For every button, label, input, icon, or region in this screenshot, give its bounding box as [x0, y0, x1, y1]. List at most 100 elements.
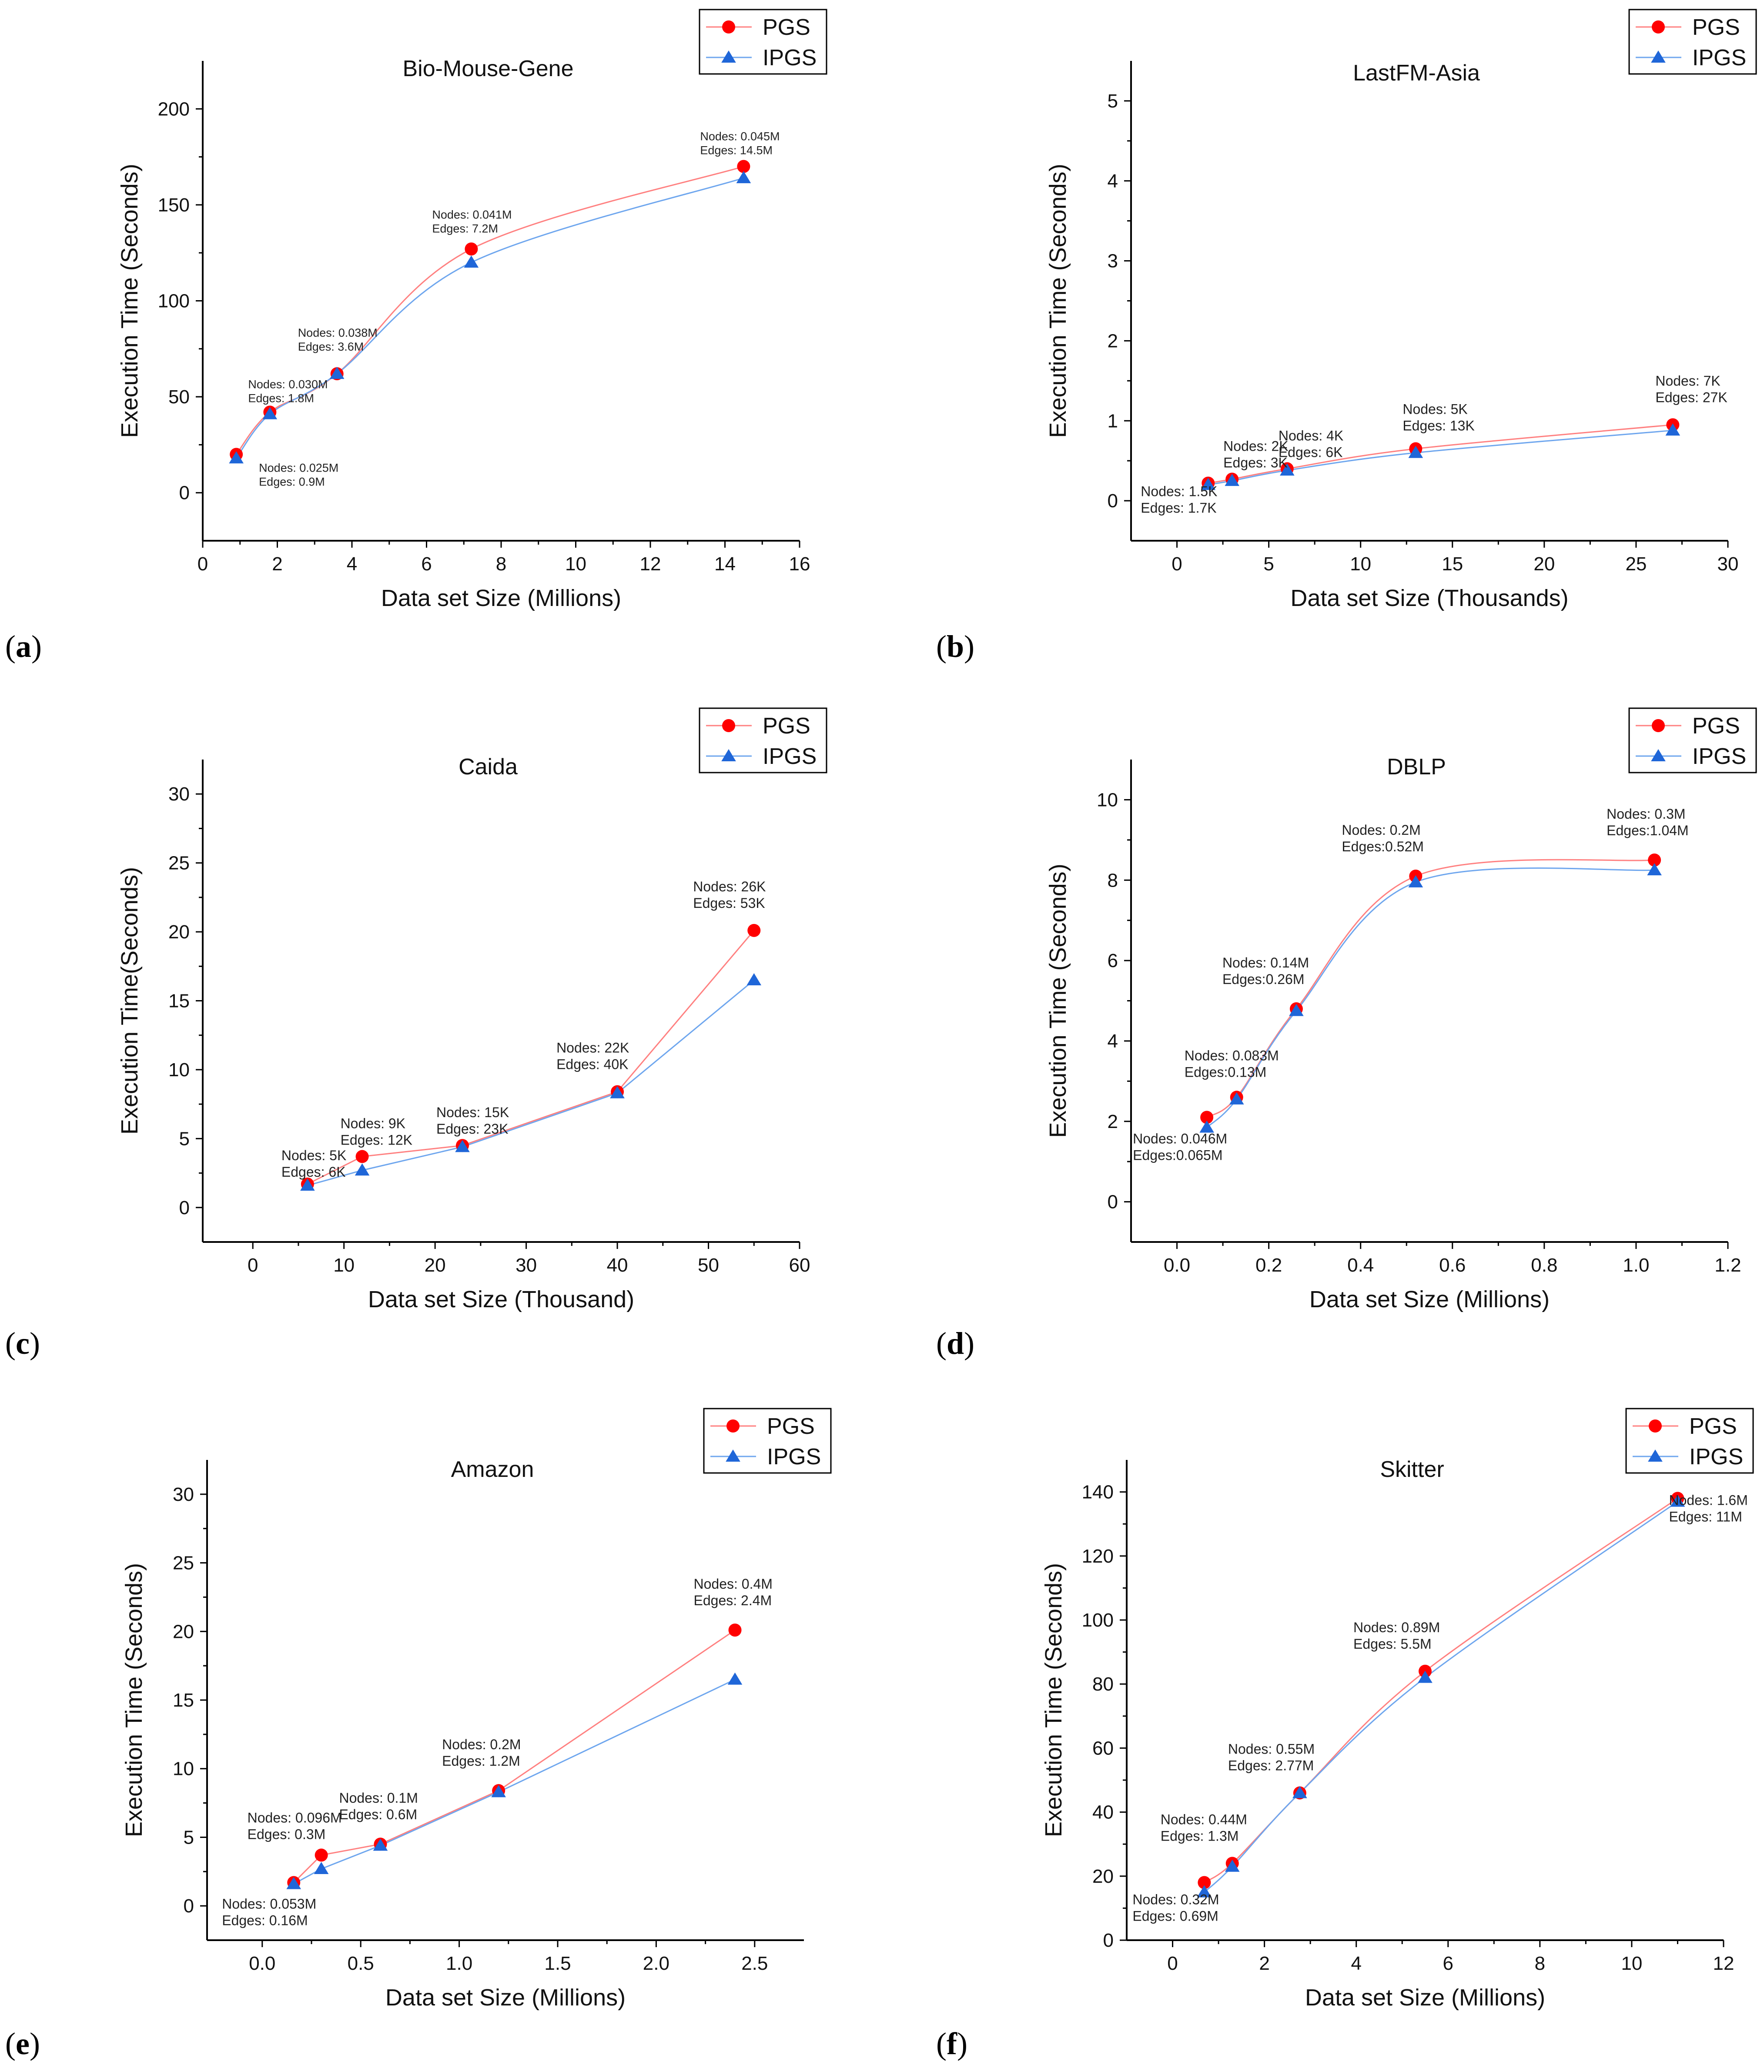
annotation-nodes: Nodes: 1.5K — [1141, 484, 1217, 499]
y-tick-label: 0 — [1108, 490, 1118, 512]
annotation-nodes: Nodes: 0.44M — [1161, 1811, 1247, 1827]
y-tick-label: 20 — [173, 1621, 194, 1642]
legend-pgs-marker — [722, 719, 735, 732]
annotation-edges: Edges: 3K — [1223, 455, 1288, 470]
chart-panel-b: 0 5 10 15 20 25 30 0 1 2 3 4 5 LastFM-Asia Data set Si… — [936, 9, 1757, 664]
annotation-nodes: Nodes: 0.2M — [1342, 822, 1420, 838]
annotation-nodes: Nodes: 1.6M — [1669, 1492, 1747, 1508]
legend-label: IPGS — [1689, 1444, 1743, 1469]
annotation-nodes: Nodes: 0.041M — [432, 208, 512, 221]
y-tick-label: 120 — [1082, 1546, 1114, 1567]
annotation-edges: Edges: 1.3M — [1161, 1828, 1239, 1844]
annotation-nodes: Nodes: 9K — [341, 1116, 405, 1131]
x-tick-label: 10 — [1621, 1953, 1642, 1974]
annotation-edges: Edges: 1.7K — [1141, 500, 1216, 516]
legend: PGS IPGS — [1625, 1408, 1754, 1474]
chart-title: Bio-Mouse-Gene — [402, 56, 573, 81]
y-tick-label: 4 — [1108, 171, 1118, 192]
legend-label: IPGS — [763, 45, 817, 70]
pgs-point — [465, 242, 478, 256]
legend-ipgs-marker — [726, 1449, 740, 1462]
annotation-edges: Edges:0.26M — [1222, 971, 1305, 987]
annotation-edges: Edges: 0.3M — [248, 1826, 326, 1842]
annotation-edges: Edges: 23K — [436, 1121, 508, 1137]
x-tick-label: 2 — [272, 553, 282, 575]
pgs-point — [1648, 854, 1661, 867]
ipgs-point — [373, 1838, 388, 1851]
x-axis-label: Data set Size (Thousands) — [1290, 585, 1568, 611]
legend-box — [699, 707, 827, 773]
y-axis-label: Execution Time (Seconds) — [117, 164, 143, 438]
annotation-edges: Edges: 5.5M — [1353, 1636, 1432, 1652]
annotation-nodes: Nodes: 22K — [556, 1040, 629, 1056]
x-tick-label: 0 — [1172, 553, 1182, 575]
y-axis-label: Execution Time (Seconds) — [1041, 1563, 1067, 1837]
legend-box — [1625, 1408, 1754, 1474]
legend: PGS IPGS — [1628, 707, 1757, 773]
y-tick-label: 140 — [1082, 1482, 1114, 1503]
legend-ipgs-marker — [721, 50, 736, 63]
legend-pgs-marker — [722, 20, 735, 33]
y-axis-label: Execution Time (Seconds) — [1045, 164, 1071, 438]
x-axis-label: Data set Size (Thousand) — [368, 1286, 634, 1312]
x-tick-label: 6 — [421, 553, 432, 575]
annotation-edges: Edges: 53K — [693, 895, 765, 911]
ipgs-point — [464, 255, 479, 268]
x-tick-label: 0.0 — [1164, 1255, 1190, 1276]
y-tick-label: 4 — [1108, 1031, 1118, 1052]
x-tick-label: 0.5 — [348, 1953, 374, 1974]
y-axis-label: Execution Time (Seconds) — [1045, 864, 1071, 1138]
annotation-edges: Edges:0.52M — [1342, 839, 1424, 854]
y-tick-label: 25 — [173, 1553, 194, 1574]
y-tick-label: 20 — [1092, 1866, 1114, 1887]
y-tick-label: 10 — [1097, 789, 1118, 810]
ipgs-point — [1197, 1885, 1212, 1898]
y-tick-label: 0 — [179, 482, 190, 504]
annotation-edges: Edges: 0.9M — [259, 475, 325, 488]
legend: PGS IPGS — [699, 707, 827, 773]
legend-label: PGS — [763, 713, 810, 739]
legend-label: PGS — [1692, 713, 1740, 739]
pgs-point — [728, 1623, 742, 1637]
chart-panel-a: 0 2 4 6 8 10 12 14 16 0 50 100 150 200 Bio-Mouse-Gene D… — [5, 9, 827, 664]
x-tick-label: 0.0 — [249, 1953, 275, 1974]
x-tick-label: 0.4 — [1347, 1255, 1374, 1276]
ipgs-point — [314, 1861, 329, 1874]
annotation-nodes: Nodes: 0.038M — [298, 326, 378, 339]
x-tick-label: 20 — [1533, 553, 1555, 575]
ipgs-point — [1418, 1670, 1433, 1683]
y-tick-label: 15 — [173, 1690, 194, 1711]
panel-letter: (b) — [936, 629, 974, 664]
annotation-edges: Edges: 27K — [1655, 389, 1727, 405]
ipgs-point — [300, 1178, 315, 1191]
annotation-edges: Edges: 40K — [556, 1057, 628, 1072]
x-tick-label: 40 — [607, 1255, 628, 1276]
y-tick-label: 10 — [168, 1059, 190, 1081]
pgs-point — [315, 1848, 328, 1862]
x-tick-label: 0 — [248, 1255, 258, 1276]
pgs-point — [737, 160, 750, 173]
x-axis-label: Data set Size (Millions) — [385, 1985, 626, 2011]
legend-pgs-marker — [1649, 1419, 1662, 1433]
y-tick-label: 5 — [1108, 90, 1118, 112]
x-tick-label: 30 — [1717, 553, 1739, 575]
ipgs-point — [1408, 445, 1423, 458]
annotation-edges: Edges: 1.2M — [442, 1753, 520, 1769]
x-tick-label: 4 — [1351, 1953, 1361, 1974]
x-tick-label: 12 — [1713, 1953, 1734, 1974]
x-tick-label: 1.0 — [1623, 1255, 1649, 1276]
y-tick-label: 5 — [184, 1827, 194, 1848]
legend-label: IPGS — [763, 744, 817, 769]
y-tick-label: 8 — [1108, 870, 1118, 891]
y-tick-label: 10 — [173, 1758, 194, 1780]
legend-ipgs-marker — [1651, 50, 1666, 63]
annotation-nodes: Nodes: 26K — [693, 879, 766, 894]
legend-label: IPGS — [1692, 45, 1746, 70]
y-tick-label: 2 — [1108, 1111, 1118, 1132]
x-tick-label: 0.8 — [1531, 1255, 1557, 1276]
annotation-edges: Edges:0.13M — [1185, 1064, 1267, 1080]
y-tick-label: 60 — [1092, 1737, 1114, 1759]
series-line-ipgs — [293, 1679, 736, 1885]
y-tick-label: 2 — [1108, 330, 1118, 351]
panel-letter: (a) — [5, 629, 42, 664]
